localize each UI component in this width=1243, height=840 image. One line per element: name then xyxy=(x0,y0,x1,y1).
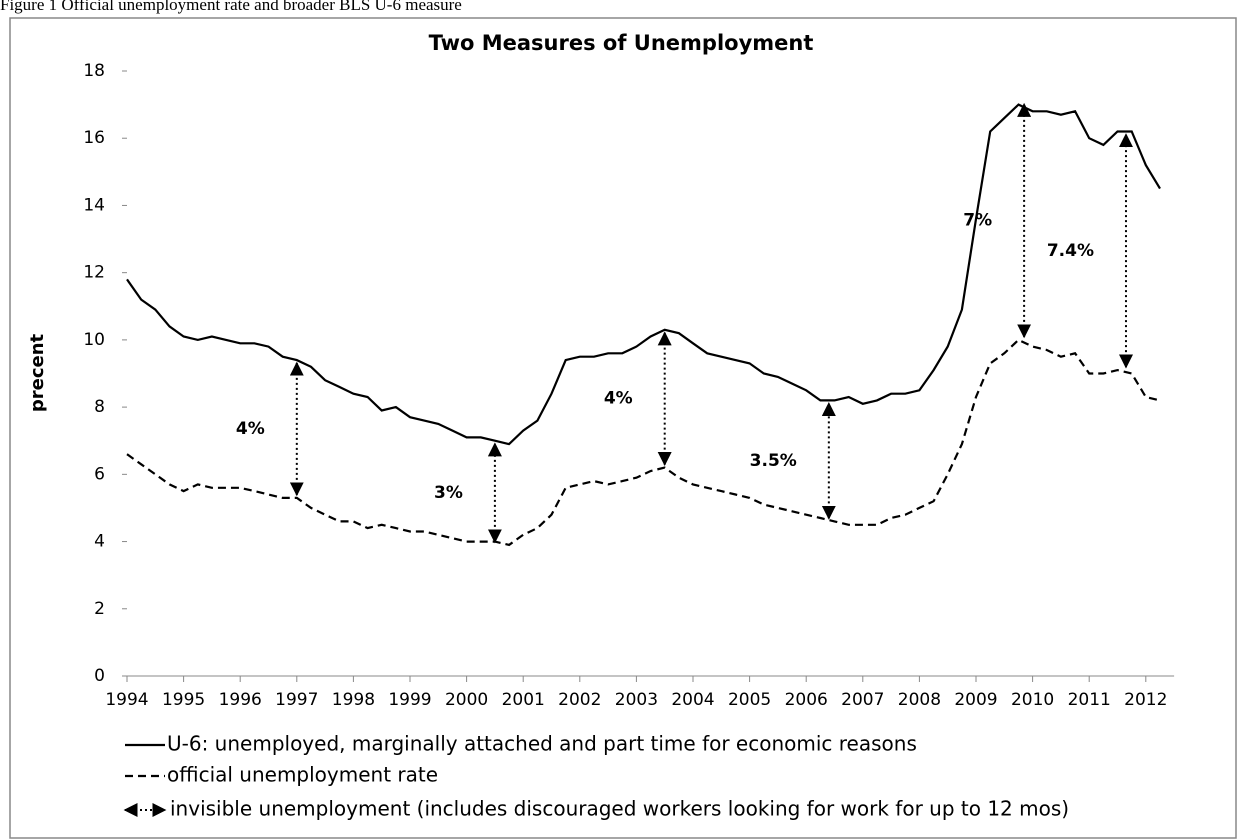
x-tick-label: 2006 xyxy=(785,690,828,710)
x-tick-label: 2001 xyxy=(502,690,545,710)
x-tick-label: 2000 xyxy=(445,690,488,710)
legend-label: U-6: unemployed, marginally attached and… xyxy=(167,732,917,756)
x-tick-label: 1997 xyxy=(275,690,318,710)
annotation-label: 4% xyxy=(236,419,265,439)
x-tick-label: 1996 xyxy=(219,690,262,710)
y-tick-label: 14 xyxy=(83,195,105,215)
chart-border xyxy=(9,17,1237,839)
y-tick-label: 18 xyxy=(83,61,105,81)
x-tick-label: 2011 xyxy=(1068,690,1111,710)
series-line xyxy=(126,103,1161,446)
annotation-label: 3.5% xyxy=(750,451,797,471)
y-tick-label: 12 xyxy=(83,263,105,283)
x-tick-label: 2002 xyxy=(558,690,601,710)
annotation-label: 4% xyxy=(604,389,633,409)
x-tick-label: 1994 xyxy=(105,690,148,710)
annotation-label: 3% xyxy=(434,483,463,503)
y-tick-label: 16 xyxy=(83,128,105,148)
x-tick-label: 1999 xyxy=(388,690,431,710)
y-tick-label: 4 xyxy=(94,532,105,552)
x-tick-label: 2007 xyxy=(841,690,884,710)
legend-label: official unemployment rate xyxy=(167,763,438,787)
chart-title: Two Measures of Unemployment xyxy=(429,31,814,55)
y-tick-label: 0 xyxy=(94,666,105,686)
annotation-label: 7.4% xyxy=(1047,241,1094,261)
x-tick-label: 1995 xyxy=(162,690,205,710)
x-tick-label: 2012 xyxy=(1124,690,1167,710)
x-tick-label: 2008 xyxy=(898,690,941,710)
y-axis-label: precent xyxy=(27,333,48,412)
y-tick-label: 8 xyxy=(94,397,105,417)
legend-label: invisible unemployment (includes discour… xyxy=(170,797,1069,821)
annotation-label: 7% xyxy=(963,211,992,231)
x-tick-label: 1998 xyxy=(332,690,375,710)
y-tick-label: 2 xyxy=(94,599,105,619)
y-tick-label: 10 xyxy=(83,330,105,350)
series-line xyxy=(126,338,1161,547)
x-tick-label: 2003 xyxy=(615,690,658,710)
y-tick-label: 6 xyxy=(94,464,105,484)
x-tick-label: 2004 xyxy=(671,690,714,710)
caption: Figure 1 Official unemployment rate and … xyxy=(0,0,462,14)
x-tick-label: 2009 xyxy=(954,690,997,710)
x-tick-label: 2010 xyxy=(1011,690,1054,710)
x-tick-label: 2005 xyxy=(728,690,771,710)
